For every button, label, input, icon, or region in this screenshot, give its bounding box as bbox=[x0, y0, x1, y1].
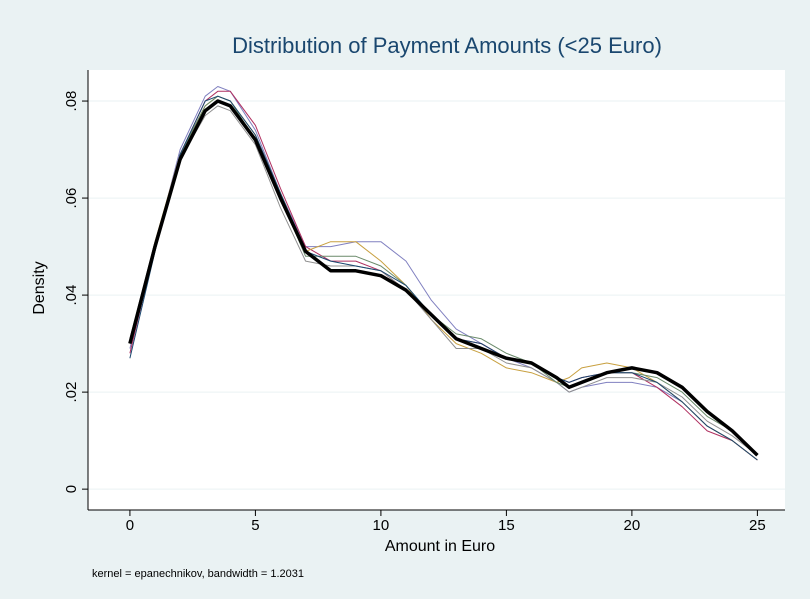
x-tick-label: 25 bbox=[749, 517, 766, 534]
density-line bbox=[129, 86, 758, 461]
x-axis-label: Amount in Euro bbox=[385, 538, 495, 555]
y-tick-label: .02 bbox=[63, 382, 80, 403]
note: kernel = epanechnikov, bandwidth = 1.203… bbox=[92, 568, 304, 580]
density-line bbox=[128, 99, 759, 457]
plot-area bbox=[88, 70, 785, 510]
y-tick-label: .04 bbox=[63, 285, 80, 306]
x-tick-label: 5 bbox=[251, 517, 259, 534]
y-tick-label: 0 bbox=[63, 485, 80, 493]
x-tick-label: 20 bbox=[624, 517, 641, 534]
y-axis-label: Density bbox=[31, 261, 48, 314]
x-tick-label: 10 bbox=[373, 517, 390, 534]
chart-title: Distribution of Payment Amounts (<25 Eur… bbox=[232, 33, 662, 58]
density-line bbox=[129, 105, 758, 456]
y-tick-label: .06 bbox=[63, 188, 80, 209]
y-tick-label: .08 bbox=[63, 91, 80, 112]
x-tick-label: 15 bbox=[498, 517, 515, 534]
x-tick-label: 0 bbox=[126, 517, 134, 534]
